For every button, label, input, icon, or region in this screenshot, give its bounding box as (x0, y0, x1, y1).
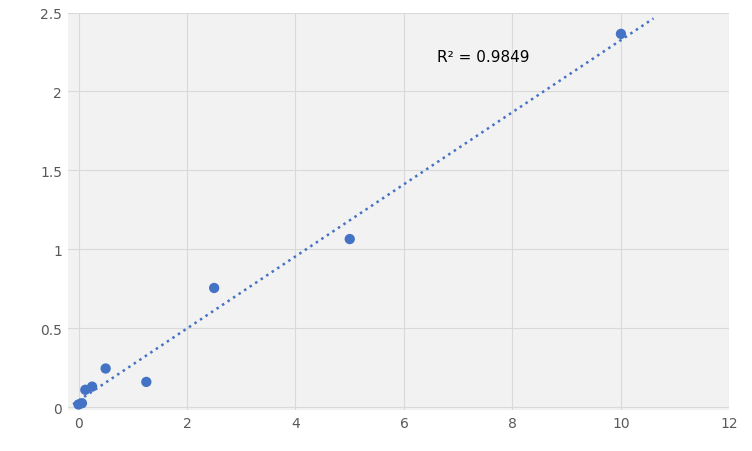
Point (344, 236, 356, 243)
Point (72, 401, 84, 408)
Point (86, 383, 98, 391)
Point (208, 285, 220, 292)
Point (79, 387, 91, 394)
Point (76, 400, 88, 407)
Point (99, 365, 111, 372)
Point (141, 378, 153, 386)
Text: R² = 0.9849: R² = 0.9849 (436, 50, 529, 65)
Point (615, 31, 627, 38)
